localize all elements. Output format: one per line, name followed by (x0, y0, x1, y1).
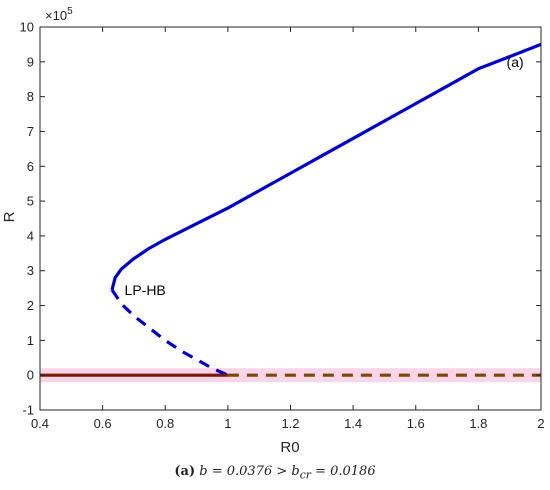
x-tick-label: 0.4 (31, 416, 49, 431)
y-tick-label: 3 (27, 263, 34, 278)
y-tick-label: 9 (27, 54, 34, 69)
y-tick-label: 6 (27, 159, 34, 174)
x-tick-label: 1 (224, 416, 231, 431)
caption-tag: (a) (174, 464, 196, 479)
caption-formula: b = 0.0376 > bcr = 0.0186 (199, 464, 376, 482)
y-tick-label: 10 (20, 20, 34, 35)
series-line-1 (110, 42, 542, 291)
annotation-2: (a) (507, 54, 524, 70)
x-tick-label: 1.4 (344, 416, 362, 431)
x-tick-label: 1.8 (469, 416, 487, 431)
x-tick-label: 1.6 (407, 416, 425, 431)
x-axis-label: R0 (280, 439, 299, 456)
plot-layer: 0.4 0.6 0.8 1 1.2 1.4 1.6 1.8 2 -1 0 1 2 3 4 5 6 7 8 9 10 LP-… (20, 20, 545, 432)
y-tick-label: 8 (27, 89, 34, 104)
y-tick-label: 2 (27, 298, 34, 313)
y-tick-label: 5 (27, 194, 34, 209)
y-scale-exponent: ×105 (45, 6, 73, 23)
chart-background (0, 0, 550, 460)
x-tick-label: 2 (537, 416, 544, 431)
y-axis-label: R (1, 211, 18, 222)
y-tick-label: 0 (27, 368, 34, 383)
y-tick-label: -1 (22, 403, 34, 418)
y-tick-label: 7 (27, 124, 34, 139)
series-line-2 (110, 288, 229, 377)
x-tick-label: 0.6 (94, 416, 112, 431)
chart: 0.4 0.6 0.8 1 1.2 1.4 1.6 1.8 2 -1 0 1 2 3 4 5 6 7 8 9 10 LP-… (0, 0, 550, 460)
y-tick-label: 1 (27, 333, 34, 348)
x-tick-label: 0.8 (156, 416, 174, 431)
x-tick-label: 1.2 (281, 416, 299, 431)
annotation-1: LP-HB (125, 282, 166, 298)
y-tick-label: 4 (27, 228, 34, 243)
figure-caption: (a) b = 0.0376 > bcr = 0.0186 (0, 464, 550, 482)
